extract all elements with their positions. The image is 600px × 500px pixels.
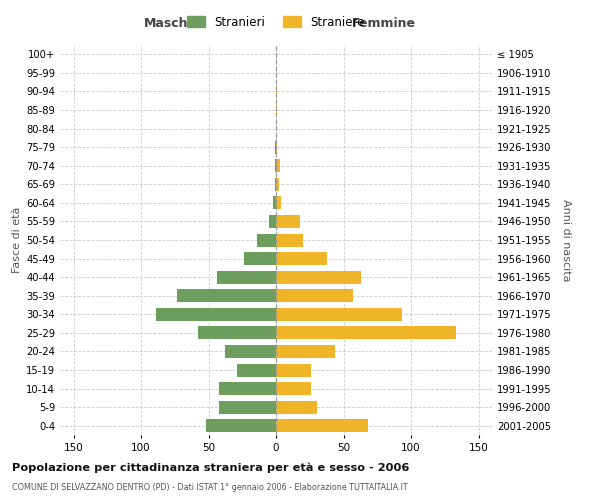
Bar [198, 326, 276, 340]
Bar [275, 178, 276, 191]
Bar [217, 270, 276, 283]
Bar [276, 140, 277, 153]
Bar [224, 345, 276, 358]
Bar [276, 252, 328, 265]
Bar [276, 196, 281, 209]
Bar [276, 289, 353, 302]
Bar [206, 419, 276, 432]
Bar [276, 326, 455, 340]
Bar [244, 252, 276, 265]
Bar [276, 400, 317, 413]
Bar [257, 234, 276, 246]
Bar [178, 289, 276, 302]
Bar [220, 400, 276, 413]
Text: COMUNE DI SELVAZZANO DENTRO (PD) - Dati ISTAT 1° gennaio 2006 - Elaborazione TUT: COMUNE DI SELVAZZANO DENTRO (PD) - Dati … [12, 482, 407, 492]
Bar [276, 104, 277, 117]
Bar [275, 159, 276, 172]
Text: Popolazione per cittadinanza straniera per età e sesso - 2006: Popolazione per cittadinanza straniera p… [12, 462, 409, 473]
Bar [156, 308, 276, 321]
Y-axis label: Fasce di età: Fasce di età [12, 207, 22, 273]
Bar [276, 178, 278, 191]
Bar [276, 270, 361, 283]
Bar [276, 85, 277, 98]
Bar [276, 345, 335, 358]
Bar [276, 382, 311, 395]
Bar [276, 308, 401, 321]
Bar [274, 196, 276, 209]
Text: Maschi: Maschi [143, 17, 193, 30]
Bar [275, 140, 276, 153]
Bar [276, 215, 301, 228]
Bar [276, 234, 303, 246]
Bar [276, 419, 368, 432]
Bar [220, 382, 276, 395]
Legend: Stranieri, Straniere: Stranieri, Straniere [182, 11, 370, 34]
Bar [237, 364, 276, 376]
Bar [269, 215, 276, 228]
Bar [276, 159, 280, 172]
Text: Femmine: Femmine [352, 17, 416, 30]
Bar [276, 364, 311, 376]
Y-axis label: Anni di nascita: Anni di nascita [561, 198, 571, 281]
